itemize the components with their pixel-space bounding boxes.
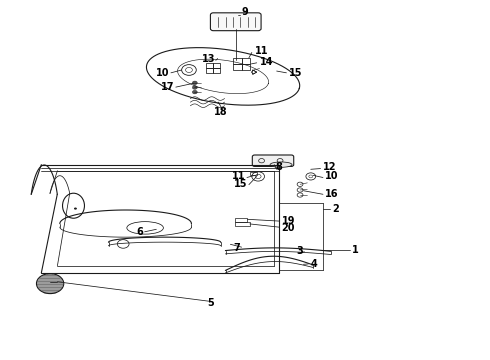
Text: 16: 16: [325, 189, 339, 199]
Text: 9: 9: [242, 7, 248, 17]
Text: 14: 14: [260, 57, 273, 67]
Text: 13: 13: [202, 54, 216, 64]
Text: 10: 10: [325, 171, 339, 181]
Text: 20: 20: [282, 223, 295, 233]
Text: 15: 15: [234, 179, 247, 189]
Circle shape: [193, 90, 197, 94]
Text: 19: 19: [282, 216, 295, 226]
FancyBboxPatch shape: [252, 155, 294, 166]
Circle shape: [193, 81, 197, 85]
Text: 15: 15: [289, 68, 302, 78]
Text: 11: 11: [255, 46, 268, 57]
Text: 4: 4: [311, 259, 318, 269]
Text: 10: 10: [156, 68, 170, 78]
Text: 6: 6: [136, 227, 143, 237]
Circle shape: [74, 207, 77, 210]
Text: 12: 12: [323, 162, 337, 172]
Circle shape: [117, 240, 129, 248]
FancyBboxPatch shape: [210, 13, 261, 31]
Text: 8: 8: [276, 162, 283, 172]
Text: 11: 11: [231, 171, 245, 181]
Ellipse shape: [270, 162, 292, 167]
Text: 17: 17: [161, 82, 174, 92]
Text: 7: 7: [233, 243, 240, 253]
Text: 3: 3: [297, 247, 303, 256]
Text: 2: 2: [333, 203, 340, 213]
Text: 1: 1: [352, 245, 359, 255]
Text: 18: 18: [214, 107, 227, 117]
Text: 5: 5: [208, 298, 214, 308]
Circle shape: [193, 86, 197, 89]
